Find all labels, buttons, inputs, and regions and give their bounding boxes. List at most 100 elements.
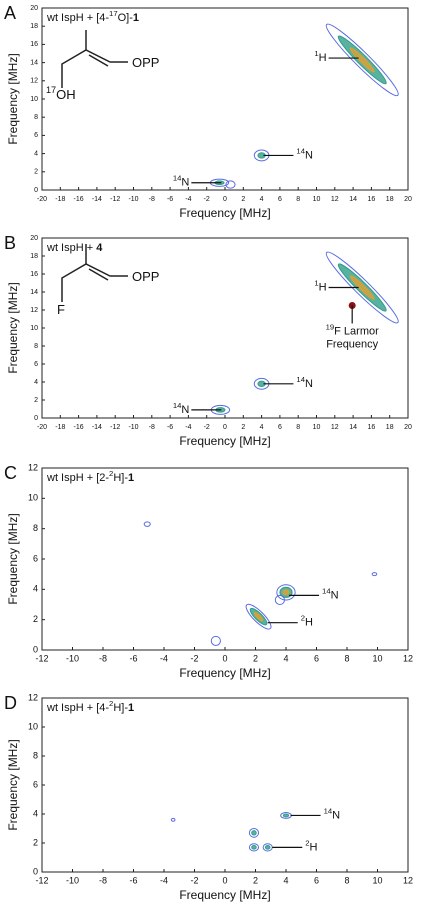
contour bbox=[325, 23, 399, 97]
x-tick-label: -4 bbox=[160, 653, 168, 663]
annotation: 1H bbox=[314, 278, 326, 293]
x-tick-label: 4 bbox=[260, 424, 264, 431]
peak bbox=[143, 521, 151, 527]
x-tick-label: 18 bbox=[386, 424, 394, 431]
bond bbox=[88, 268, 109, 281]
contour bbox=[248, 843, 260, 852]
contour bbox=[264, 845, 271, 850]
structure-label: F bbox=[57, 302, 65, 317]
plot-frame bbox=[41, 7, 409, 191]
x-tick-label: -10 bbox=[128, 196, 138, 203]
x-tick-label: -18 bbox=[55, 424, 65, 431]
x-axis-label: Frequency [MHz] bbox=[179, 206, 270, 220]
x-axis-label: Frequency [MHz] bbox=[179, 666, 270, 680]
x-tick-label: 12 bbox=[403, 653, 413, 663]
contour bbox=[170, 817, 176, 822]
bond bbox=[61, 263, 128, 302]
x-tick-label: -6 bbox=[129, 875, 137, 885]
annotation: 2H bbox=[301, 613, 313, 628]
x-tick-label: -4 bbox=[160, 875, 168, 885]
y-tick-label: 14 bbox=[30, 289, 38, 296]
contour bbox=[143, 521, 151, 527]
text-part: 1 bbox=[128, 702, 134, 714]
text-part: 4 bbox=[96, 242, 103, 254]
contour bbox=[225, 180, 236, 189]
x-tick-label: -2 bbox=[204, 196, 210, 203]
x-tick-label: -8 bbox=[149, 424, 155, 431]
x-tick-label: -8 bbox=[99, 875, 107, 885]
panel-letter: B bbox=[4, 233, 16, 253]
y-tick-label: 18 bbox=[30, 253, 38, 260]
annotation: 19F Larmor bbox=[326, 322, 380, 337]
x-tick-label: 0 bbox=[222, 653, 227, 663]
y-tick-label: 6 bbox=[34, 132, 38, 139]
text-part: wt IspH + [4- bbox=[46, 12, 109, 24]
y-tick-label: 10 bbox=[28, 493, 38, 503]
x-tick-label: 16 bbox=[368, 196, 376, 203]
superscript: 14 bbox=[296, 374, 305, 383]
x-tick-label: -12 bbox=[110, 196, 120, 203]
panel-letter: D bbox=[4, 693, 17, 713]
y-tick-label: 0 bbox=[33, 644, 38, 654]
contour bbox=[210, 635, 221, 646]
text-part: Frequency bbox=[326, 338, 378, 350]
annotation: 2H bbox=[305, 838, 317, 853]
y-tick-label: 12 bbox=[28, 462, 38, 472]
y-tick-label: 2 bbox=[33, 837, 38, 847]
x-tick-label: -2 bbox=[190, 875, 198, 885]
x-tick-label: -8 bbox=[99, 653, 107, 663]
x-tick-label: 10 bbox=[372, 653, 382, 663]
y-axis-label: Frequency [MHz] bbox=[6, 282, 20, 373]
text-part: 1 bbox=[128, 472, 134, 484]
text-part: N bbox=[305, 149, 313, 161]
x-tick-label: -12 bbox=[35, 653, 48, 663]
superscript: 14 bbox=[296, 146, 305, 155]
x-tick-label: 0 bbox=[223, 424, 227, 431]
contour bbox=[251, 830, 257, 836]
superscript: 14 bbox=[324, 806, 333, 815]
x-tick-label: 2 bbox=[241, 424, 245, 431]
x-tick-label: -2 bbox=[204, 424, 210, 431]
contour bbox=[274, 594, 285, 606]
superscript: 2 bbox=[301, 613, 305, 622]
contour bbox=[276, 584, 296, 601]
text-part: H]- bbox=[113, 472, 128, 484]
text-part: OPP bbox=[132, 55, 159, 70]
annotation: 14N bbox=[173, 173, 190, 188]
bond bbox=[88, 54, 109, 67]
y-tick-label: 12 bbox=[30, 307, 38, 314]
peak bbox=[245, 603, 272, 630]
text-part: 1 bbox=[133, 12, 139, 24]
panel-label: wt IspH + 4 bbox=[46, 242, 103, 254]
annotation: 14N bbox=[324, 806, 341, 821]
y-tick-label: 16 bbox=[30, 41, 38, 48]
contour bbox=[282, 813, 290, 818]
x-tick-label: 14 bbox=[349, 424, 357, 431]
x-tick-label: -8 bbox=[149, 196, 155, 203]
panel-label: wt IspH + [2-2H]-1 bbox=[46, 469, 134, 484]
y-tick-label: 4 bbox=[34, 150, 38, 157]
peak bbox=[280, 812, 292, 819]
y-tick-label: 8 bbox=[34, 114, 38, 121]
y-tick-label: 10 bbox=[30, 325, 38, 332]
structure-a: 17OH OPP bbox=[46, 30, 159, 102]
y-tick-label: 8 bbox=[34, 343, 38, 350]
text-part: F bbox=[57, 302, 65, 317]
bond bbox=[61, 49, 128, 88]
x-tick-label: -4 bbox=[185, 196, 191, 203]
x-tick-label: -10 bbox=[66, 875, 79, 885]
y-tick-label: 4 bbox=[33, 808, 38, 818]
text-part: O]- bbox=[118, 12, 134, 24]
peak bbox=[325, 251, 399, 324]
panel-label: wt IspH + [4-2H]-1 bbox=[46, 699, 134, 714]
annotation: 1H bbox=[314, 49, 326, 64]
x-tick-label: -16 bbox=[74, 196, 84, 203]
superscript: 2 bbox=[305, 838, 309, 847]
text-part: wt IspH + [4- bbox=[46, 702, 109, 714]
y-tick-label: 8 bbox=[33, 523, 38, 533]
superscript: 17 bbox=[46, 85, 56, 95]
x-tick-label: 10 bbox=[372, 875, 382, 885]
y-tick-label: 2 bbox=[33, 614, 38, 624]
x-tick-label: -12 bbox=[110, 424, 120, 431]
